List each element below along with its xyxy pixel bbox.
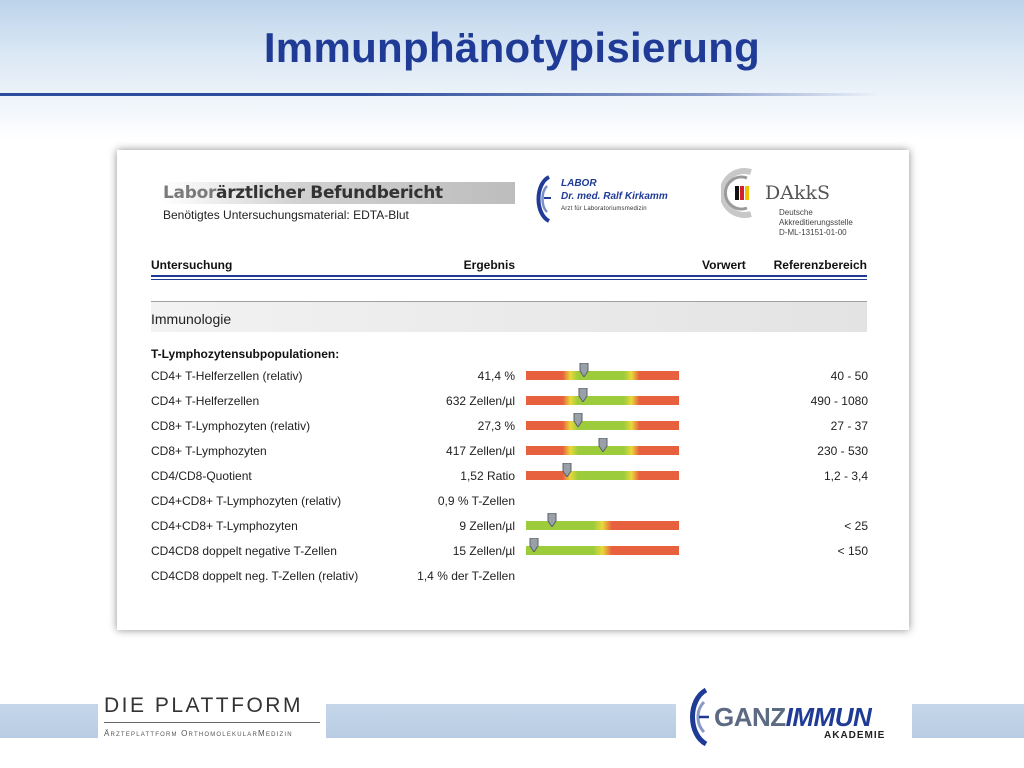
- column-header-ergebnis: Ergebnis: [463, 258, 515, 272]
- result-marker-icon: [579, 363, 589, 377]
- result-marker-icon: [547, 513, 557, 527]
- lab-logo-prefix: Dr. med.: [561, 191, 601, 202]
- row-parameter-name: CD4CD8 doppelt negative T-Zellen: [151, 544, 337, 558]
- report-subtitle: Benötigtes Untersuchungsmaterial: EDTA-B…: [163, 208, 409, 222]
- row-result-value: 632 Zellen/µl: [446, 394, 515, 408]
- row-result-value: 41,4 %: [477, 369, 515, 383]
- result-marker-icon: [529, 538, 539, 552]
- lab-logo: LABOR Dr. med. Ralf Kirkamm Arzt für Lab…: [531, 174, 711, 224]
- reference-range-bar: [526, 538, 679, 555]
- lab-report: Laborärztlicher Befundbericht Benötigtes…: [117, 150, 909, 630]
- row-result-value: 9 Zellen/µl: [459, 519, 515, 533]
- section-band: [151, 302, 867, 332]
- dakks-line3: D-ML-13151-01-00: [779, 228, 847, 237]
- table-row: CD4/CD8-Quotient 1,52 Ratio 1,2 - 3,4: [117, 463, 909, 494]
- dakks-line1: Deutsche: [779, 208, 813, 217]
- row-reference-range: 27 - 37: [830, 419, 868, 433]
- result-marker-icon: [578, 388, 588, 402]
- ganzimmun-logo-icon: [690, 687, 709, 747]
- header-rule: [151, 275, 867, 277]
- table-row: CD8+ T-Lymphozyten (relativ) 27,3 % 27 - 3…: [117, 413, 909, 444]
- report-title: Laborärztlicher Befundbericht: [163, 183, 443, 203]
- ganzimmun-logo-box: [676, 686, 912, 750]
- row-parameter-name: CD4+CD8+ T-Lymphozyten: [151, 519, 298, 533]
- reference-range-bar: [526, 513, 679, 530]
- platform-logo-box: [98, 688, 326, 748]
- reference-range-bar: [526, 463, 679, 480]
- dakks-logo: DAkkS Deutsche Akkreditierungsstelle D-M…: [721, 168, 881, 238]
- section-divider: [151, 301, 867, 302]
- row-parameter-name: CD4+CD8+ T-Lymphozyten (relativ): [151, 494, 342, 508]
- row-parameter-name: CD4/CD8-Quotient: [151, 469, 252, 483]
- reference-range-bar: [526, 363, 679, 380]
- row-parameter-name: CD4CD8 doppelt neg. T-Zellen (relativ): [151, 569, 359, 583]
- ganzimmun-logo-word: GANZIMMUN: [714, 702, 872, 733]
- column-header-vorwert: Vorwert: [702, 258, 746, 272]
- row-reference-range: < 150: [837, 544, 868, 558]
- lab-logo-line3: Arzt für Laboratoriumsmedizin: [561, 206, 647, 212]
- row-reference-range: 1,2 - 3,4: [823, 469, 868, 483]
- result-marker-icon: [598, 438, 607, 452]
- row-parameter-name: CD8+ T-Lymphozyten (relativ): [151, 419, 311, 433]
- table-row: CD4+ T-Helferzellen 632 Zellen/µl 490 - 10…: [117, 388, 909, 419]
- header-rule-thin: [151, 279, 867, 280]
- result-marker-icon: [562, 463, 572, 477]
- row-result-value: 0,9 % T-Zellen: [437, 494, 515, 508]
- ganzimmun-logo-akademie: AKADEMIE: [824, 730, 886, 741]
- reference-range-bar: [526, 388, 679, 405]
- ganzimmun-logo-ganz: GANZ: [714, 702, 786, 732]
- column-header-untersuchung: Untersuchung: [151, 258, 233, 272]
- row-parameter-name: CD4+ T-Helferzellen (relativ): [151, 369, 303, 383]
- subsection-title: T-Lymphozytensubpopulationen:: [151, 347, 340, 361]
- lab-logo-name: Ralf Kirkamm: [603, 191, 668, 202]
- row-reference-range: 40 - 50: [830, 369, 868, 383]
- row-result-value: 417 Zellen/µl: [446, 444, 515, 458]
- header-band: [0, 0, 1024, 140]
- row-result-value: 15 Zellen/µl: [452, 544, 515, 558]
- lab-logo-icon: [536, 175, 551, 223]
- table-row: CD4CD8 doppelt neg. T-Zellen (relativ) 1,…: [117, 569, 909, 594]
- row-parameter-name: CD8+ T-Lymphozyten: [151, 444, 267, 458]
- report-title-background: [161, 182, 515, 204]
- row-result-value: 27,3 %: [477, 419, 515, 433]
- reference-range-bar: [526, 413, 679, 430]
- platform-logo-rule: [104, 722, 320, 723]
- row-reference-range: 490 - 1080: [810, 394, 868, 408]
- column-header-referenzbereich: Referenzbereich: [773, 258, 867, 272]
- row-reference-range: 230 - 530: [817, 444, 868, 458]
- table-row: CD4+CD8+ T-Lymphozyten 9 Zellen/µl < 25: [117, 513, 909, 544]
- table-row: CD4+ T-Helferzellen (relativ) 41,4 % 40 - …: [117, 363, 909, 394]
- table-row: CD4+CD8+ T-Lymphozyten (relativ) 0,9 % T-…: [117, 494, 909, 519]
- row-result-value: 1,4 % der T-Zellen: [417, 569, 515, 583]
- lab-logo-line2: Dr. med. Ralf Kirkamm: [561, 191, 668, 202]
- lab-logo-line1: LABOR: [561, 178, 597, 189]
- table-row: CD4CD8 doppelt negative T-Zellen 15 Zelle…: [117, 538, 909, 569]
- row-result-value: 1,52 Ratio: [460, 469, 515, 483]
- report-title-dark: ärztlicher Befundbericht: [216, 183, 443, 203]
- platform-logo-subtitle: Ärzteplattform OrthomolekularMedizin: [104, 729, 293, 738]
- row-reference-range: < 25: [844, 519, 868, 533]
- dakks-mark-icon: [721, 168, 752, 218]
- dakks-line2: Akkreditierungsstelle: [779, 218, 853, 227]
- dakks-word: DAkkS: [765, 182, 830, 204]
- reference-range-bar: [526, 438, 679, 455]
- title-underline: [0, 93, 880, 96]
- row-parameter-name: CD4+ T-Helferzellen: [151, 394, 260, 408]
- report-title-light: Labor: [163, 183, 217, 203]
- result-marker-icon: [573, 413, 583, 427]
- platform-logo-title: DIE PLATTFORM: [104, 694, 303, 717]
- section-title: Immunologie: [151, 311, 232, 327]
- ganzimmun-logo-immun: IMMUN: [785, 702, 872, 732]
- slide-title: Immunphänotypisierung: [263, 24, 761, 71]
- table-row: CD8+ T-Lymphozyten 417 Zellen/µl 230 - 530: [117, 438, 909, 469]
